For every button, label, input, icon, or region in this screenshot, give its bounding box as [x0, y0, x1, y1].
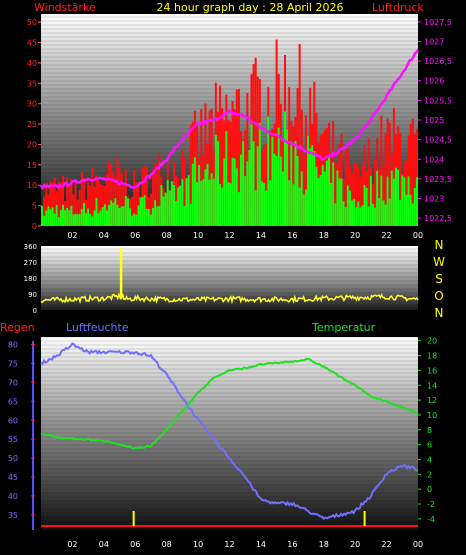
- wind-axis-tick: 35: [27, 79, 37, 88]
- wind-axis-tick: 15: [27, 161, 37, 170]
- pressure-axis-tick: 1022,5: [424, 214, 452, 223]
- x-tick-label: 02: [67, 231, 77, 240]
- x-tick-label: 18: [319, 231, 329, 240]
- x-tick-label: 16: [287, 540, 297, 549]
- wind-pressure-panel: 0 5 10 15 20 25 30 35 40 45 50 1022,5 1023 1023,5 102…: [27, 14, 452, 231]
- direction-axis-tick: 180: [24, 275, 37, 283]
- humidity-axis-tick: 40: [8, 492, 18, 501]
- wind-axis-tick: 25: [27, 120, 37, 129]
- pressure-axis-tick: 1026: [424, 77, 444, 86]
- direction-axis-tick: 0: [33, 307, 37, 315]
- temperature-axis-tick: 20: [427, 337, 437, 346]
- temperature-axis-tick: 4: [427, 455, 432, 464]
- x-tick-label: 18: [319, 540, 329, 549]
- temperature-legend: Temperatur: [311, 321, 376, 334]
- wind-axis-tick: 0: [32, 222, 37, 231]
- humidity-line: [40, 342, 419, 521]
- x-tick-label: 00: [413, 540, 423, 549]
- x-tick-label: 12: [224, 540, 234, 549]
- direction-axis-tick: 270: [24, 259, 37, 267]
- x-tick-label: 22: [381, 231, 391, 240]
- x-tick-label: 20: [350, 231, 360, 240]
- temperature-line: [40, 357, 419, 450]
- humidity-axis-tick: 35: [8, 511, 18, 520]
- direction-letter-s: S: [435, 272, 443, 286]
- x-tick-label: 06: [130, 540, 140, 549]
- wind-axis-tick: 50: [27, 18, 37, 27]
- temperature-axis-tick: 14: [427, 381, 437, 390]
- direction-letter-o: O: [434, 289, 443, 303]
- temperature-axis-tick: 8: [427, 426, 432, 435]
- temperature-axis-tick: 12: [427, 396, 437, 405]
- direction-axis-tick: 360: [24, 243, 37, 251]
- pressure-axis-tick: 1024: [424, 155, 444, 164]
- pressure-axis-tick: 1027: [424, 37, 444, 46]
- temperature-axis-tick: 16: [427, 366, 437, 375]
- pressure-axis-title: Luftdruck: [372, 1, 424, 14]
- temperature-axis-tick: 10: [427, 411, 437, 420]
- humidity-axis-tick: 65: [8, 397, 18, 406]
- x-tick-label: 04: [99, 540, 109, 549]
- wind-axis-title: Windstärke: [34, 1, 96, 14]
- x-tick-label: 14: [256, 231, 266, 240]
- temperature-axis-tick: -2: [427, 500, 435, 509]
- humidity-axis-tick: 55: [8, 435, 18, 444]
- x-axis-ticks-bottom: 02 04 06 08 10 12 14 16 18 20 22 00: [67, 540, 423, 549]
- temperature-axis-tick: 2: [427, 470, 432, 479]
- wind-axis-tick: 10: [27, 181, 37, 190]
- x-tick-label: 12: [224, 231, 234, 240]
- pressure-axis-tick: 1023,5: [424, 175, 452, 184]
- x-tick-label: 00: [413, 231, 423, 240]
- wind-direction-line: [40, 292, 419, 305]
- x-tick-label: 04: [99, 231, 109, 240]
- pressure-axis-tick: 1026,5: [424, 57, 452, 66]
- wind-axis-tick: 40: [27, 59, 37, 68]
- x-tick-label: 10: [193, 540, 203, 549]
- humidity-axis-tick: 50: [8, 454, 18, 463]
- temperature-axis-tick: 6: [427, 441, 432, 450]
- x-tick-label: 08: [162, 231, 172, 240]
- rain-axis-title: Regen: [0, 321, 35, 334]
- humidity-temperature-panel: 35 40 45 50 55 60 65 70 75 80 -4 -2 0 2 4 6 8 10 12 14 16 18…: [8, 337, 437, 530]
- x-tick-label: 10: [193, 231, 203, 240]
- direction-letter-n: N: [435, 238, 444, 252]
- humidity-axis-tick: 70: [8, 378, 18, 387]
- x-tick-label: 08: [162, 540, 172, 549]
- wind-axis-tick: 45: [27, 39, 37, 48]
- x-axis-ticks-top: 02 04 06 08 10 12 14 16 18 20 22 00: [67, 231, 423, 240]
- x-tick-label: 16: [287, 231, 297, 240]
- temperature-axis-tick: 18: [427, 352, 437, 361]
- x-tick-label: 02: [67, 540, 77, 549]
- temperature-axis-tick: -4: [427, 515, 435, 524]
- direction-letter-w: W: [433, 255, 445, 269]
- x-tick-label: 14: [256, 540, 266, 549]
- pressure-axis-tick: 1025,5: [424, 96, 452, 105]
- direction-axis-tick: 90: [28, 291, 37, 299]
- pressure-axis-tick: 1025: [424, 116, 444, 125]
- pressure-line: [39, 49, 419, 191]
- temperature-axis-tick: 0: [427, 485, 432, 494]
- humidity-axis-tick: 75: [8, 359, 18, 368]
- humidity-axis-tick: 60: [8, 416, 18, 425]
- wind-axis-tick: 30: [27, 100, 37, 109]
- humidity-legend: Luftfeuchte: [66, 321, 129, 334]
- pressure-axis-tick: 1024,5: [424, 136, 452, 145]
- pressure-axis-tick: 1023: [424, 195, 444, 204]
- humidity-axis-tick: 80: [8, 341, 18, 350]
- pressure-axis-tick: 1027,5: [424, 18, 452, 27]
- graph-title: 24 hour graph day : 28 April 2026: [157, 1, 344, 14]
- x-tick-label: 22: [381, 540, 391, 549]
- wind-direction-panel: 0 90 180 270 360: [24, 243, 419, 315]
- x-tick-label: 06: [130, 231, 140, 240]
- wind-axis-tick: 20: [27, 140, 37, 149]
- wind-axis-tick: 5: [32, 202, 37, 211]
- direction-letter-n2: N: [435, 306, 444, 320]
- humidity-axis-tick: 45: [8, 473, 18, 482]
- x-tick-label: 20: [350, 540, 360, 549]
- direction-letters: N W S O N: [433, 238, 445, 320]
